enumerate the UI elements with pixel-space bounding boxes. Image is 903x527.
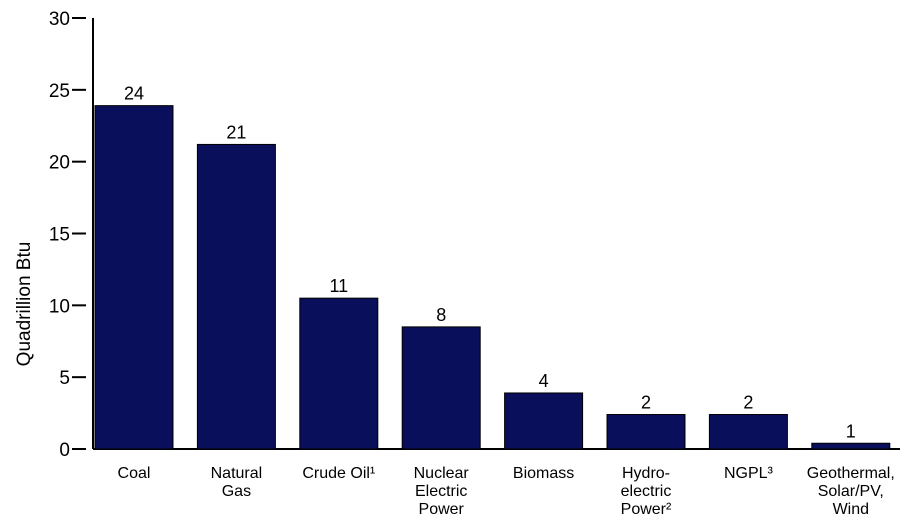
y-tick-label: 25 <box>49 81 70 102</box>
y-tick-label: 30 <box>49 9 70 30</box>
y-tick-label: 5 <box>59 368 70 389</box>
y-tick-label: 10 <box>49 296 70 317</box>
bar <box>401 326 481 450</box>
y-tick-label: 0 <box>59 440 70 461</box>
category-label: Crude Oil¹ <box>302 465 375 482</box>
bars <box>94 105 891 450</box>
category-labels: Coal Natural Gas Crude Oil¹ Nuclear Electric P… <box>118 465 895 518</box>
data-label: 8 <box>436 305 446 325</box>
category-label: Nuclear Electric Power <box>414 465 470 518</box>
data-label: 2 <box>743 393 753 413</box>
data-label: 24 <box>124 84 144 104</box>
category-label: NGPL³ <box>724 465 774 482</box>
data-label: 21 <box>226 122 246 142</box>
category-label: Biomass <box>513 465 574 482</box>
bar <box>94 105 174 450</box>
y-axis-label: Quadrillion Btu <box>14 242 35 367</box>
data-label: 11 <box>329 276 348 296</box>
data-label: 4 <box>539 371 549 391</box>
bar <box>504 392 584 450</box>
category-label: Coal <box>118 465 151 482</box>
bar <box>708 414 788 450</box>
y-tick-label: 20 <box>49 153 70 174</box>
category-label: Geothermal, Solar/PV, Wind <box>807 465 895 518</box>
bar <box>811 442 891 450</box>
bar <box>196 143 276 450</box>
bar <box>606 414 686 450</box>
y-tick-label: 15 <box>49 225 70 246</box>
data-label: 2 <box>641 393 651 413</box>
category-label: Hydro-electric Power² <box>621 465 672 518</box>
bar <box>299 297 379 450</box>
category-label: Natural Gas <box>211 465 263 500</box>
data-label: 1 <box>846 421 856 441</box>
